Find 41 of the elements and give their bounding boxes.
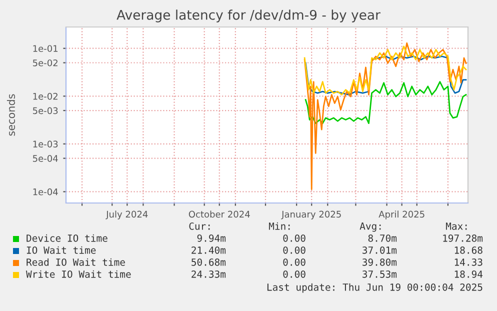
text: Last update: Thu Jun 19 00:00:04 2025	[267, 283, 482, 293]
chart-title: Average latency for /dev/dm-9 - by year	[116, 10, 380, 22]
text: 197.28m	[443, 234, 483, 242]
y-tick-label: 5e-04	[33, 155, 58, 162]
text: 0.00	[283, 258, 306, 266]
legend-label: Write IO Wait time	[26, 270, 131, 278]
y-tick-label: 5e-02	[33, 59, 58, 66]
y-tick-label: 1e-02	[33, 92, 58, 100]
text: 0.00	[283, 270, 306, 278]
text: 18.68	[454, 246, 482, 254]
text: 9.94m	[197, 234, 226, 242]
text: Min:	[268, 222, 290, 230]
text: 18.94	[454, 270, 483, 278]
text: 0.00	[283, 234, 306, 242]
text: 0.00	[283, 246, 306, 254]
y-axis-title: seconds	[6, 94, 16, 136]
text: 39.80m	[362, 258, 397, 266]
y-tick-label: 1e-04	[33, 188, 58, 196]
text: 50.68m	[192, 258, 226, 266]
text: Cur:	[189, 222, 210, 230]
text: 37.01m	[362, 246, 397, 254]
line-series	[304, 46, 467, 96]
text: 37.53m	[362, 270, 397, 278]
text: 24.33m	[192, 270, 226, 278]
y-tick-label: 1e-01	[33, 45, 58, 52]
legend-label: Read IO Wait time	[26, 258, 125, 266]
x-tick-label: July 2024	[106, 210, 148, 220]
x-tick-label: April 2025	[378, 210, 424, 220]
text: Avg:	[360, 222, 381, 232]
text: 8.70m	[368, 234, 397, 242]
y-tick-label: 1e-03	[33, 140, 58, 148]
legend-label: Device IO time	[26, 234, 108, 242]
x-tick-label: October 2024	[188, 210, 250, 218]
text: Max:	[446, 222, 467, 230]
text: 14.33	[454, 258, 482, 266]
x-tick-label: January 2025	[281, 210, 341, 220]
text: 21.40m	[192, 246, 226, 254]
y-tick-label: 5e-03	[33, 107, 58, 114]
line-series	[304, 81, 467, 124]
legend-label: IO Wait time	[26, 246, 96, 254]
line-series	[304, 42, 467, 190]
